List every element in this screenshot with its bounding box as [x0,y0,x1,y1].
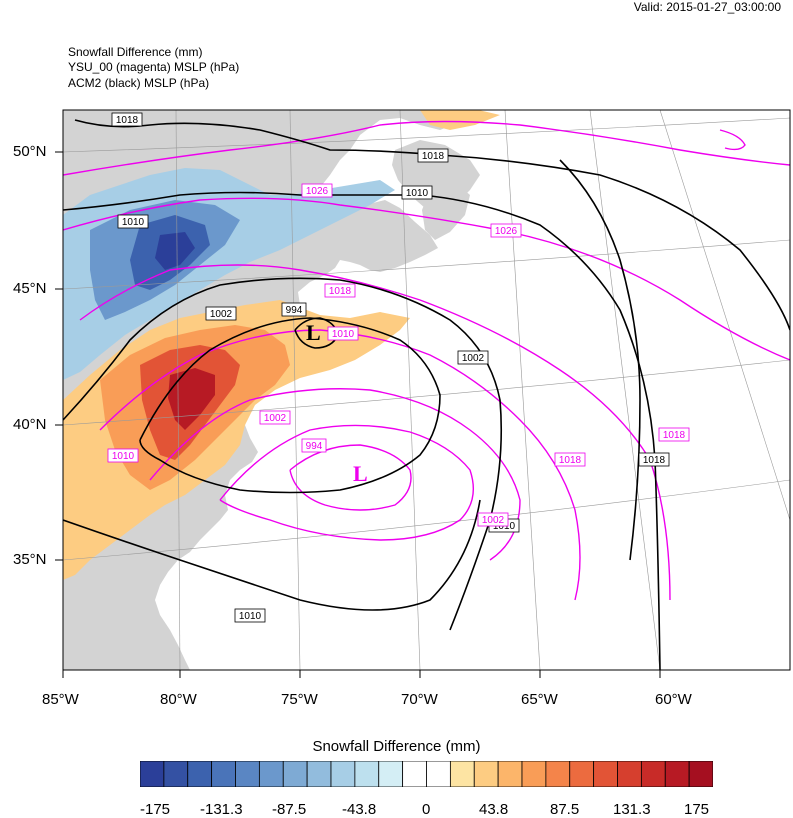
contour-label-magenta: 1002 [264,413,287,424]
map-panel: 1018 1018 1010 1010 1002 994 1002 1018 1… [55,109,791,678]
low-marker-magenta: L [353,461,368,486]
colorbar-swatch [211,761,236,787]
colorbar-swatch [426,761,451,787]
colorbar-label: 175 [684,801,710,818]
colorbar [140,761,713,787]
contour-label-black: 1010 [493,521,516,532]
colorbar-swatch [330,761,356,787]
contour-label-black: 1002 [210,309,233,320]
contour-label-black: 994 [286,305,303,316]
colorbar-swatch [640,761,666,787]
contour-label-black: 1002 [462,353,485,364]
colorbar-label: 43.8 [479,801,509,818]
lon-label: 60°W [655,691,692,708]
colorbar-label: -87.5 [272,801,307,818]
colorbar-label: 131.3 [613,801,651,818]
lon-label: 65°W [521,691,558,708]
colorbar-swatch [258,761,284,787]
contour-label-magenta: 1018 [559,455,582,466]
title-ysu-mslp: YSU_00 (magenta) MSLP (hPa) [68,60,240,74]
lat-label: 50°N [13,143,47,160]
colorbar-swatch [569,761,595,787]
colorbar-label: 0 [422,801,431,818]
colorbar-swatch [497,761,523,787]
colorbar-swatch [378,761,404,787]
contour-label-black: 1018 [422,151,445,162]
contour-label-magenta: 1002 [482,515,505,526]
colorbar-swatch [187,761,213,787]
colorbar-swatch [688,761,713,787]
contour-label-black: 1010 [239,611,262,622]
contour-label-black: 1018 [116,115,139,126]
colorbar-swatch [163,761,189,787]
colorbar-swatch [402,761,427,787]
colorbar-swatch [235,761,260,787]
colorbar-swatch [473,761,499,787]
colorbar-swatch [306,761,332,787]
colorbar-swatch [617,761,642,787]
colorbar-swatch [354,761,380,787]
valid-time-label: Valid: 2015-01-27_03:00:00 [633,0,781,14]
colorbar-swatch [521,761,547,787]
colorbar-label: -43.8 [342,801,377,818]
lon-label: 85°W [42,691,79,708]
low-marker-black: L [306,320,321,345]
contour-label-magenta: 1010 [112,451,135,462]
contour-label-magenta: 1010 [332,329,355,340]
colorbar-swatch [282,761,308,787]
contour-label-magenta: 1026 [306,186,329,197]
colorbar-label: -131.3 [200,801,243,818]
contour-label-black: 1010 [406,188,429,199]
lat-label: 45°N [13,280,47,297]
colorbar-label: -175 [140,801,171,818]
contour-label-magenta: 1026 [495,226,518,237]
lat-label: 35°N [13,551,47,568]
colorbar-title: Snowfall Difference (mm) [312,738,481,755]
lat-label: 40°N [13,416,47,433]
colorbar-swatch [449,761,475,787]
contour-label-black: 1018 [643,455,666,466]
contour-label-magenta: 1018 [329,286,352,297]
colorbar-label: 87.5 [550,801,580,818]
colorbar-swatch [664,761,690,787]
lon-label: 70°W [401,691,438,708]
lon-label: 80°W [160,691,197,708]
lon-label: 75°W [281,691,318,708]
contour-label-black: 1010 [122,217,145,228]
title-acm2-mslp: ACM2 (black) MSLP (hPa) [68,76,210,90]
colorbar-swatch [593,761,618,787]
colorbar-swatch [545,761,571,787]
contour-label-magenta: 994 [306,441,323,452]
colorbar-swatch [140,761,165,787]
contour-label-magenta: 1018 [663,430,686,441]
title-snowfall: Snowfall Difference (mm) [68,45,203,59]
